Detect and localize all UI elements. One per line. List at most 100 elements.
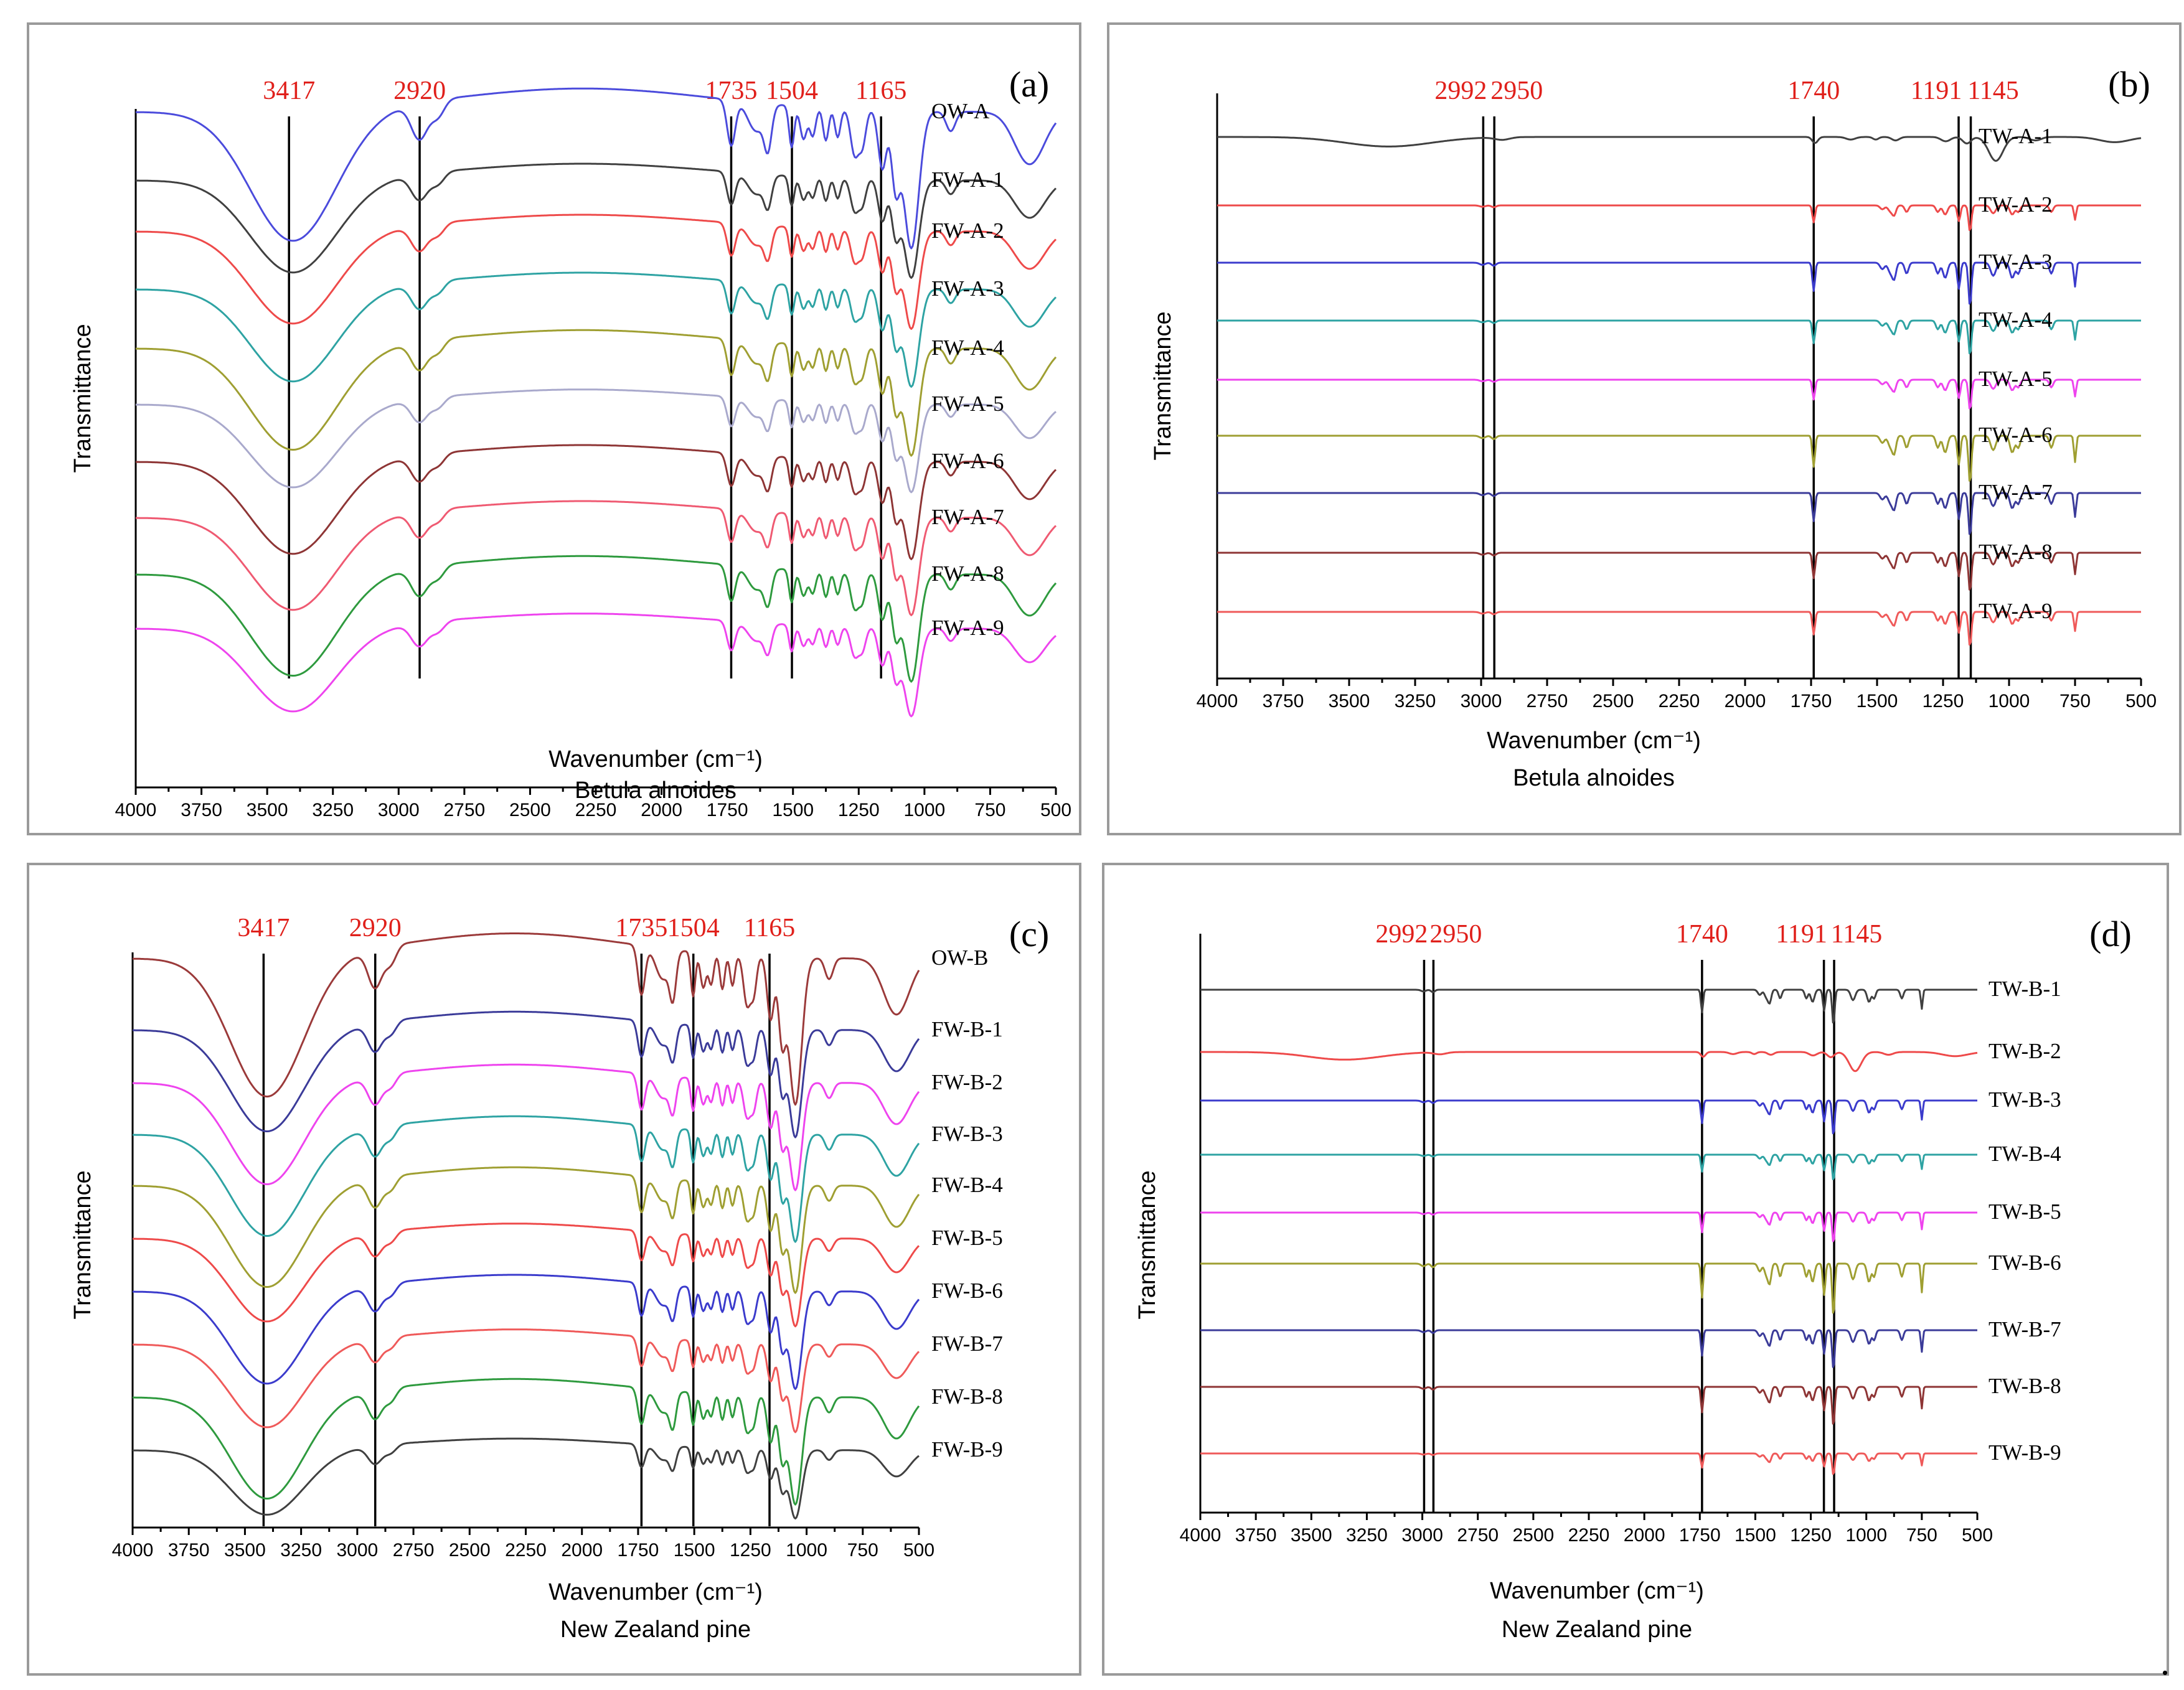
species-subtitle: New Zealand pine [560,1617,751,1643]
x-tick-label: 3750 [1235,1525,1277,1546]
series-label-FW-A-8: FW-A-8 [931,561,1004,586]
series-line-FW-A-2 [136,214,1057,330]
x-tick-label: 2250 [1568,1525,1610,1546]
series-label-TW-B-4: TW-B-4 [1989,1142,2061,1166]
series-label-TW-B-2: TW-B-2 [1989,1039,2061,1063]
peak-marker-label: 3417 [263,77,315,105]
series-line-FW-B-4 [133,1166,920,1294]
x-tick-label: 3750 [168,1540,210,1561]
series-line-TW-B-8 [1200,1386,1977,1425]
panel-frame [1107,22,2182,835]
series-line-OW-B [132,932,920,1106]
peak-marker-label: 1504 [667,914,720,942]
x-tick-label: 4000 [1180,1525,1221,1546]
x-tick-label: 1750 [707,800,748,820]
x-tick-label: 3750 [181,800,222,820]
series-label-FW-B-8: FW-B-8 [931,1384,1003,1409]
x-tick-label: 750 [974,800,1005,820]
series-line-FW-B-8 [133,1378,920,1506]
series-line-FW-A-3 [136,271,1057,388]
species-subtitle: Betula alnoides [1513,765,1675,791]
panel-a: 4000 3750 3500 3250 3000 2750 2500 2250 2000 1750… [27,22,1081,835]
panel-letter: (b) [2108,64,2150,105]
series-line-TW-B-4 [1200,1153,1977,1180]
x-tick-label: 3000 [378,800,420,820]
x-tick-label: 2000 [1725,691,1766,711]
x-tick-label: 1000 [1989,691,2030,711]
panel-frame [27,22,1081,835]
x-tick-label: 4000 [1197,691,1238,711]
panel-letter: (a) [1009,64,1049,105]
x-tick-label: 2500 [1512,1525,1554,1546]
series-label-FW-B-5: FW-B-5 [931,1226,1003,1250]
x-tick-label: 3000 [1461,691,1502,711]
x-tick-label: 1250 [1790,1525,1832,1546]
x-tick-label: 3250 [1346,1525,1388,1546]
x-tick-label: 3500 [224,1540,266,1561]
y-axis-title: Transmittance [1134,1170,1160,1319]
series-label-TW-A-6: TW-A-6 [1979,423,2053,447]
panel-letter: (d) [2089,914,2132,954]
species-subtitle: New Zealand pine [1502,1617,1692,1643]
series-line-FW-B-2 [133,1063,920,1191]
x-tick-label: 2750 [393,1540,435,1561]
x-tick-label: 1500 [772,800,814,820]
x-tick-label: 1250 [1923,691,1964,711]
series-line-TW-B-5 [1200,1211,1977,1242]
series-label-TW-A-8: TW-A-8 [1979,540,2053,564]
x-axis-title: Wavenumber (cm⁻¹) [548,746,763,772]
series-label-TW-A-2: TW-A-2 [1979,192,2053,217]
peak-marker-label: 1740 [1676,920,1728,949]
x-tick-label: 2500 [449,1540,491,1561]
series-label-TW-B-3: TW-B-3 [1989,1087,2061,1112]
x-tick-label: 750 [2059,691,2091,711]
x-tick-label: 2250 [505,1540,547,1561]
panel-frame [1102,863,2169,1676]
panel-c: 4000 3750 3500 3250 3000 2750 2500 2250 2000 1750… [27,863,1081,1676]
peak-marker-label: 1191 [1911,77,1962,105]
series-label-FW-A-3: FW-A-3 [931,276,1004,301]
panel-letter: (c) [1009,914,1049,954]
x-tick-label: 1500 [1734,1525,1776,1546]
peak-marker-label: 2992 [1434,77,1487,105]
series-label-OW-A: OW-A [931,99,990,123]
series-label-FW-B-2: FW-B-2 [931,1070,1003,1094]
peak-marker-label: 1165 [855,77,906,105]
peak-marker-label: 3417 [237,914,289,942]
series-label-TW-B-6: TW-B-6 [1989,1251,2061,1275]
series-label-TW-A-5: TW-A-5 [1979,367,2053,391]
series-label-FW-A-9: FW-A-9 [931,616,1004,640]
x-tick-label: 3500 [1329,691,1370,711]
x-tick-label: 2500 [1593,691,1634,711]
x-tick-label: 4000 [115,800,157,820]
x-tick-label: 500 [903,1540,934,1561]
peak-marker-label: 2920 [349,914,402,942]
series-line-TW-A-2 [1217,204,2141,231]
x-tick-label: 1750 [1679,1525,1721,1546]
peak-marker-label: 1191 [1776,920,1827,949]
series-line-FW-B-1 [133,1010,920,1138]
panel-b: 4000 3750 3500 3250 3000 2750 2500 2250 2000 1750… [1107,22,2182,835]
series-label-TW-B-7: TW-B-7 [1989,1317,2061,1341]
series-line-TW-B-1 [1200,988,1977,1024]
series-label-TW-B-1: TW-B-1 [1989,977,2061,1001]
peak-marker-label: 1735 [615,914,667,942]
series-label-FW-A-6: FW-A-6 [931,449,1004,473]
series-line-TW-A-4 [1217,319,2141,355]
series-label-FW-B-3: FW-B-3 [931,1122,1003,1146]
x-tick-label: 1250 [838,800,880,820]
x-axis-title: Wavenumber (cm⁻¹) [1487,728,1701,754]
x-tick-label: 3250 [280,1540,322,1561]
x-tick-label: 3500 [1291,1525,1332,1546]
x-tick-label: 2000 [1624,1525,1665,1546]
peak-marker-label: 2992 [1375,920,1428,949]
figure-trailing-period: . [2160,1641,2170,1683]
series-label-FW-B-6: FW-B-6 [931,1279,1003,1303]
peak-marker-label: 1735 [705,77,757,105]
x-tick-label: 1000 [1845,1525,1887,1546]
series-line-FW-A-1 [136,162,1057,279]
x-tick-label: 1750 [618,1540,659,1561]
x-tick-label: 3500 [247,800,288,820]
x-axis-title: Wavenumber (cm⁻¹) [1490,1578,1704,1604]
